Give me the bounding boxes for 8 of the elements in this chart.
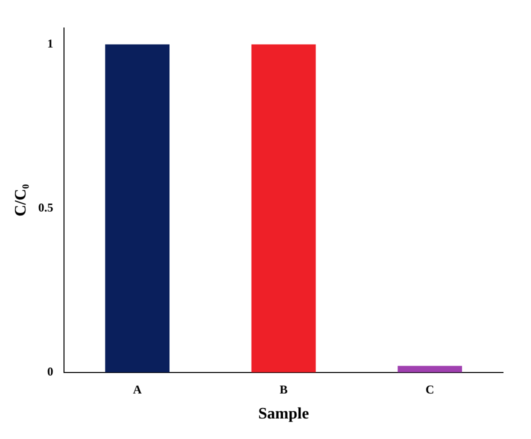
y-tick-label: 1	[47, 36, 54, 50]
y-tick-label: 0	[47, 364, 54, 378]
x-tick-label: A	[132, 382, 142, 397]
x-axis-title: Sample	[258, 406, 309, 423]
y-axis-title: C/C₀	[12, 184, 30, 216]
x-tick-label: C	[426, 382, 434, 397]
x-tick-label: B	[280, 382, 288, 397]
y-tick-label: 0.5	[38, 200, 54, 214]
